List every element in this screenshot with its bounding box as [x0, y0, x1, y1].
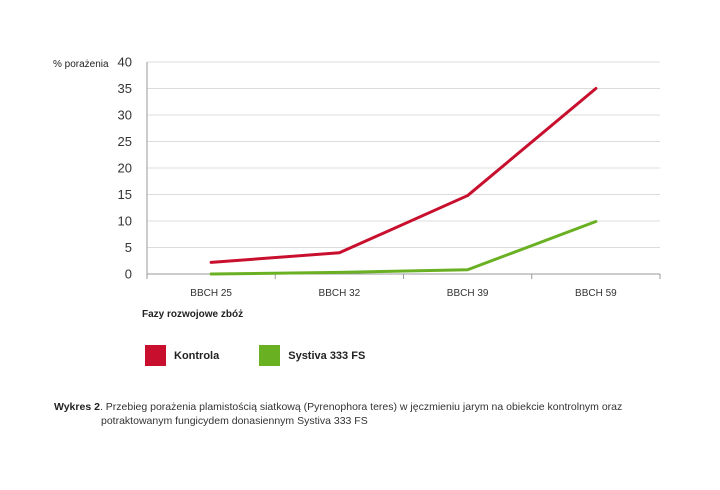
- legend-swatch-systiva: [259, 345, 281, 366]
- legend-item-systiva: Systiva 333 FS: [259, 345, 365, 366]
- caption-prefix: Wykres 2: [54, 401, 100, 413]
- x-tick-label: BBCH 32: [319, 288, 361, 299]
- data-point: [338, 271, 341, 274]
- series-line-kontrola: [209, 87, 598, 264]
- legend-item-kontrola: Kontrola: [145, 345, 219, 366]
- y-tick-label: 15: [118, 187, 132, 202]
- y-tick-label: 5: [125, 240, 132, 255]
- legend: Kontrola Systiva 333 FS: [145, 345, 405, 366]
- y-tick-label: 35: [118, 81, 132, 96]
- legend-swatch-kontrola: [145, 345, 166, 366]
- x-axis-label: Fazy rozwojowe zbóż: [142, 309, 244, 320]
- data-point: [594, 87, 598, 90]
- x-tick-label: BBCH 39: [447, 288, 489, 299]
- data-point: [338, 251, 341, 254]
- caption-line1: . Przebieg porażenia plamistością siatko…: [99, 401, 623, 413]
- y-axis-label: % porażenia: [53, 59, 109, 70]
- y-tick-label: 10: [118, 214, 132, 229]
- y-tick-label: 30: [118, 108, 132, 123]
- legend-label-systiva: Systiva 333 FS: [288, 349, 366, 362]
- figure-caption: Wykres 2. Przebieg porażenia plamistości…: [54, 400, 654, 428]
- x-tick-label: BBCH 59: [575, 288, 617, 299]
- data-point: [466, 268, 469, 271]
- y-tick-label: 0: [125, 267, 132, 282]
- data-point: [466, 194, 469, 197]
- data-point: [594, 220, 598, 223]
- data-point: [209, 272, 213, 276]
- y-tick-label: 20: [118, 161, 132, 176]
- y-tick-label: 40: [118, 55, 132, 70]
- line-chart: 0 5 10 15 20 25 30 35 40 BBCH 25 BBCH 32 BBCH 39 BBC…: [53, 55, 661, 299]
- x-tick-label: BBCH 25: [190, 288, 232, 299]
- series-line-systiva: [209, 220, 598, 276]
- legend-label-kontrola: Kontrola: [174, 349, 220, 362]
- caption-line2: potraktowanym fungicydem donasiennym Sys…: [101, 415, 368, 427]
- data-point: [209, 261, 213, 264]
- y-tick-label: 25: [118, 134, 132, 149]
